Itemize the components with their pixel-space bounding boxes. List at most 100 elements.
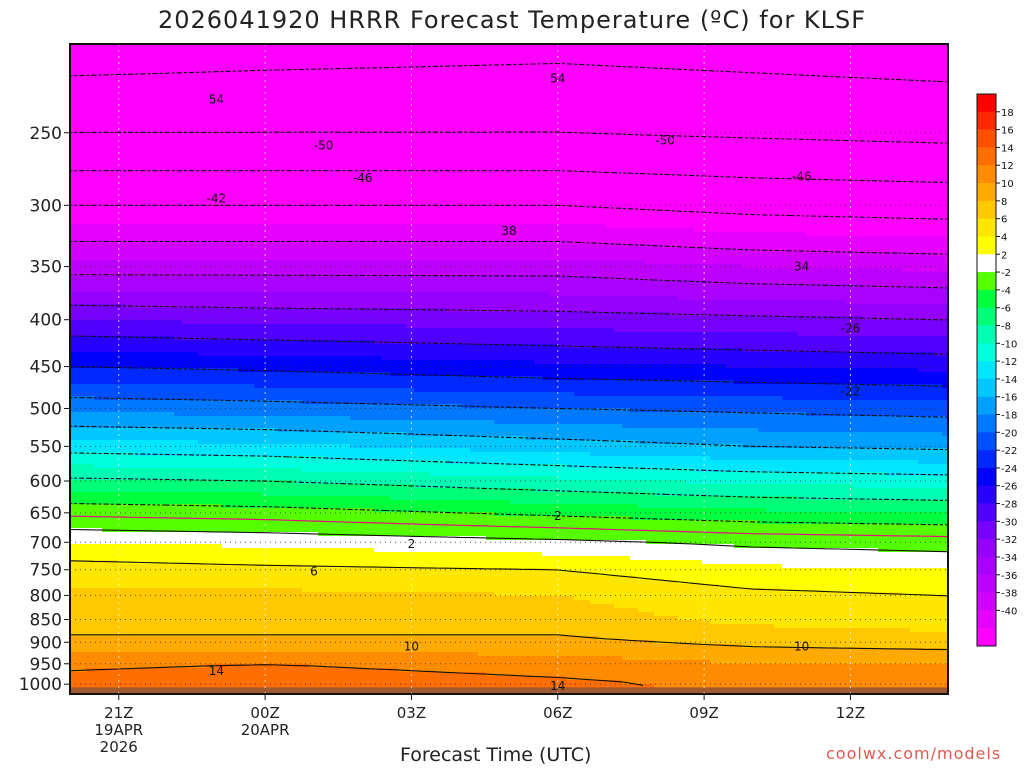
temperature-cell xyxy=(278,92,287,97)
temperature-cell xyxy=(110,432,119,437)
temperature-cell xyxy=(190,352,199,357)
temperature-cell xyxy=(174,212,183,217)
temperature-cell xyxy=(278,512,287,517)
temperature-cell xyxy=(134,100,143,105)
temperature-cell xyxy=(190,316,199,321)
temperature-cell xyxy=(182,608,191,613)
temperature-cell xyxy=(126,204,135,209)
temperature-cell xyxy=(246,576,255,581)
temperature-cell xyxy=(214,340,223,345)
temperature-cell xyxy=(230,380,239,385)
temperature-cell xyxy=(94,620,103,625)
temperature-cell xyxy=(102,556,111,561)
temperature-cell xyxy=(302,132,311,137)
temperature-cell xyxy=(206,620,215,625)
temperature-cell xyxy=(214,44,223,49)
temperature-cell xyxy=(230,428,239,433)
temperature-cell xyxy=(206,656,215,661)
temperature-cell xyxy=(166,644,175,649)
temperature-cell xyxy=(78,260,87,265)
temperature-cell xyxy=(142,352,151,357)
temperature-cell xyxy=(310,356,319,361)
temperature-cell xyxy=(118,336,127,341)
temperature-cell xyxy=(262,340,271,345)
temperature-cell xyxy=(86,88,95,93)
temperature-cell xyxy=(262,556,271,561)
temperature-cell xyxy=(310,416,319,421)
temperature-cell xyxy=(174,100,183,105)
temperature-cell xyxy=(230,388,239,393)
temperature-cell xyxy=(222,604,231,609)
temperature-cell xyxy=(118,88,127,93)
temperature-cell xyxy=(182,68,191,73)
temperature-cell xyxy=(70,280,79,285)
temperature-cell xyxy=(302,100,311,105)
temperature-cell xyxy=(254,648,263,653)
temperature-cell xyxy=(70,208,79,213)
temperature-cell xyxy=(302,604,311,609)
temperature-cell xyxy=(118,44,127,49)
temperature-cell xyxy=(230,508,239,513)
temperature-cell xyxy=(182,312,191,317)
temperature-cell xyxy=(190,128,199,133)
temperature-cell xyxy=(102,628,111,633)
temperature-cell xyxy=(70,348,79,353)
temperature-cell xyxy=(262,596,271,601)
temperature-cell xyxy=(286,636,295,641)
temperature-cell xyxy=(278,496,287,501)
temperature-cell xyxy=(278,624,287,629)
temperature-cell xyxy=(78,332,87,337)
temperature-cell xyxy=(254,80,263,85)
temperature-cell xyxy=(246,596,255,601)
temperature-cell xyxy=(110,440,119,445)
temperature-cell xyxy=(278,468,287,473)
temperature-cell xyxy=(286,436,295,441)
temperature-cell xyxy=(222,396,231,401)
temperature-cell xyxy=(102,472,111,477)
temperature-cell xyxy=(278,368,287,373)
temperature-cell xyxy=(94,600,103,605)
temperature-cell xyxy=(110,112,119,117)
temperature-cell xyxy=(126,448,135,453)
temperature-cell xyxy=(262,268,271,273)
temperature-cell xyxy=(302,468,311,473)
temperature-cell xyxy=(174,608,183,613)
temperature-cell xyxy=(286,612,295,617)
temperature-cell xyxy=(158,340,167,345)
temperature-cell xyxy=(110,60,119,65)
temperature-cell xyxy=(174,128,183,133)
temperature-cell xyxy=(94,656,103,661)
temperature-cell xyxy=(278,396,287,401)
temperature-cell xyxy=(254,284,263,289)
temperature-cell xyxy=(302,512,311,517)
temperature-cell xyxy=(86,200,95,205)
temperature-cell xyxy=(86,608,95,613)
temperature-cell xyxy=(254,236,263,241)
temperature-cell xyxy=(198,140,207,145)
temperature-cell xyxy=(78,372,87,377)
temperature-cell xyxy=(70,212,79,217)
temperature-cell xyxy=(166,308,175,313)
temperature-cell xyxy=(198,352,207,357)
temperature-cell xyxy=(70,260,79,265)
temperature-cell xyxy=(102,676,111,681)
temperature-cell xyxy=(70,152,79,157)
temperature-cell xyxy=(94,328,103,333)
temperature-cell xyxy=(262,152,271,157)
temperature-cell xyxy=(182,304,191,309)
temperature-cell xyxy=(238,436,247,441)
temperature-cell xyxy=(190,232,199,237)
temperature-cell xyxy=(238,236,247,241)
temperature-cell xyxy=(302,348,311,353)
temperature-cell xyxy=(302,336,311,341)
temperature-cell xyxy=(214,364,223,369)
temperature-cell xyxy=(262,92,271,97)
temperature-cell xyxy=(158,156,167,161)
temperature-cell xyxy=(238,96,247,101)
temperature-cell xyxy=(302,372,311,377)
temperature-cell xyxy=(118,400,127,405)
temperature-cell xyxy=(262,372,271,377)
temperature-cell xyxy=(254,436,263,441)
temperature-cell xyxy=(198,264,207,269)
temperature-cell xyxy=(118,364,127,369)
